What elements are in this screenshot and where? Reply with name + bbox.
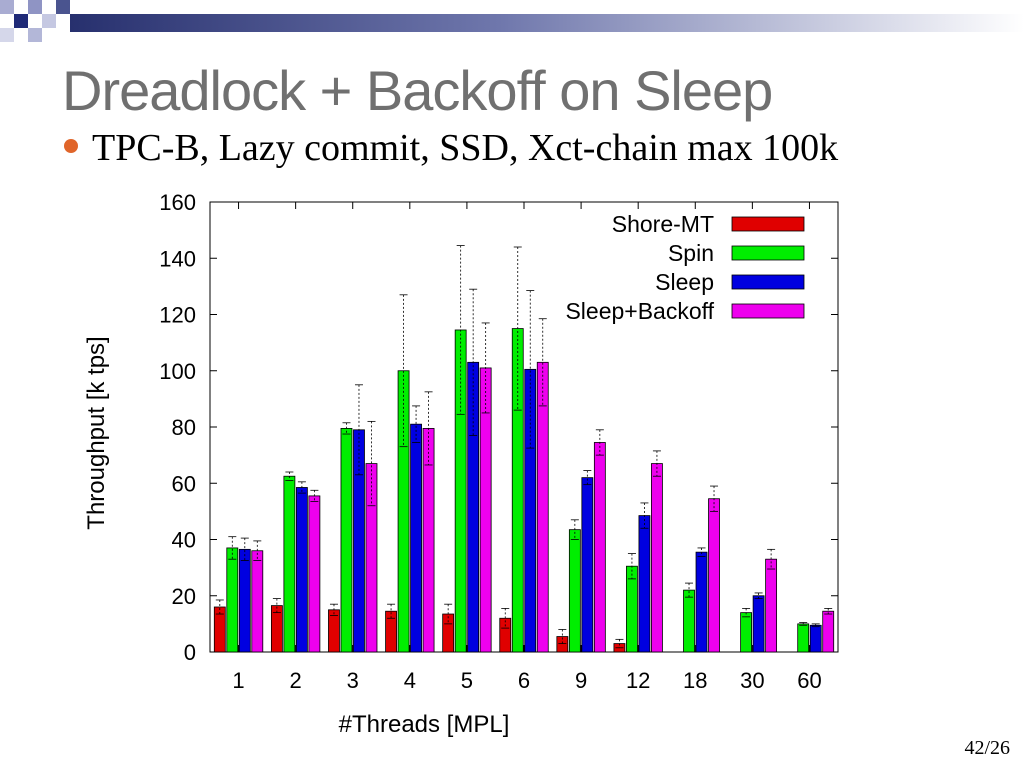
bar bbox=[479, 367, 492, 653]
y-tick-label: 100 bbox=[159, 359, 196, 384]
bar bbox=[581, 477, 594, 653]
y-tick-label: 160 bbox=[159, 190, 196, 215]
bar bbox=[593, 442, 606, 653]
legend-label: Spin bbox=[668, 240, 714, 266]
y-tick-label: 60 bbox=[172, 471, 196, 496]
bar bbox=[822, 610, 835, 653]
bar bbox=[226, 547, 239, 653]
bar bbox=[410, 423, 422, 653]
bar bbox=[765, 558, 778, 653]
legend-swatch bbox=[731, 216, 805, 232]
bar bbox=[397, 370, 410, 653]
y-axis-label: Throughput [k tps] bbox=[83, 336, 110, 529]
x-tick-label: 3 bbox=[347, 668, 359, 693]
bar bbox=[752, 595, 765, 653]
x-tick-label: 18 bbox=[683, 668, 707, 693]
bar bbox=[683, 589, 695, 653]
bar bbox=[536, 361, 549, 653]
bar bbox=[568, 529, 581, 653]
bar bbox=[651, 463, 663, 653]
y-tick-label: 80 bbox=[172, 415, 196, 440]
x-tick-label: 2 bbox=[290, 668, 302, 693]
y-tick-label: 20 bbox=[172, 584, 196, 609]
y-tick-label: 0 bbox=[184, 640, 196, 665]
subtitle-bullet-line: TPC-B, Lazy commit, SSD, Xct-chain max 1… bbox=[64, 126, 838, 170]
legend-label: Shore-MT bbox=[612, 211, 714, 237]
legend-label: Sleep+Backoff bbox=[565, 298, 714, 324]
bar bbox=[499, 617, 512, 653]
legend-swatch bbox=[731, 245, 805, 261]
x-axis-label: #Threads [MPL] bbox=[339, 711, 510, 738]
x-tick-label: 6 bbox=[518, 668, 530, 693]
legend-swatch bbox=[731, 274, 805, 290]
x-tick-label: 4 bbox=[404, 668, 416, 693]
bar bbox=[328, 609, 340, 653]
bar bbox=[809, 624, 822, 653]
bar bbox=[797, 623, 810, 653]
bar bbox=[213, 606, 226, 653]
bar bbox=[695, 551, 708, 653]
slide-title: Dreadlock + Backoff on Sleep bbox=[62, 59, 773, 122]
bar bbox=[238, 548, 251, 653]
x-tick-label: 5 bbox=[461, 668, 473, 693]
bar bbox=[442, 613, 455, 653]
bar bbox=[251, 550, 264, 653]
bullet-icon bbox=[64, 139, 78, 153]
title-band bbox=[0, 0, 1024, 42]
x-tick-label: 30 bbox=[740, 668, 764, 693]
bar bbox=[740, 612, 753, 653]
bar bbox=[708, 498, 720, 653]
y-tick-label: 120 bbox=[159, 303, 196, 328]
bar bbox=[365, 463, 378, 653]
x-tick-label: 60 bbox=[797, 668, 821, 693]
bar bbox=[422, 428, 435, 653]
bar bbox=[524, 368, 537, 653]
bar bbox=[295, 487, 308, 653]
legend-label: Sleep bbox=[655, 269, 714, 295]
bar bbox=[340, 428, 353, 653]
legend-swatch bbox=[731, 303, 805, 319]
x-tick-label: 9 bbox=[575, 668, 587, 693]
bar bbox=[283, 475, 296, 653]
bar bbox=[556, 636, 569, 653]
bar bbox=[385, 610, 397, 653]
bar bbox=[308, 495, 321, 653]
bar bbox=[353, 429, 365, 653]
bar bbox=[270, 605, 283, 653]
x-tick-label: 1 bbox=[232, 668, 244, 693]
y-tick-label: 140 bbox=[159, 246, 196, 271]
subtitle-text: TPC-B, Lazy commit, SSD, Xct-chain max 1… bbox=[92, 127, 839, 169]
bar bbox=[511, 328, 524, 653]
y-tick-label: 40 bbox=[172, 528, 196, 553]
page-number: 42/26 bbox=[964, 737, 1010, 759]
bar bbox=[638, 515, 651, 653]
x-tick-label: 12 bbox=[626, 668, 650, 693]
